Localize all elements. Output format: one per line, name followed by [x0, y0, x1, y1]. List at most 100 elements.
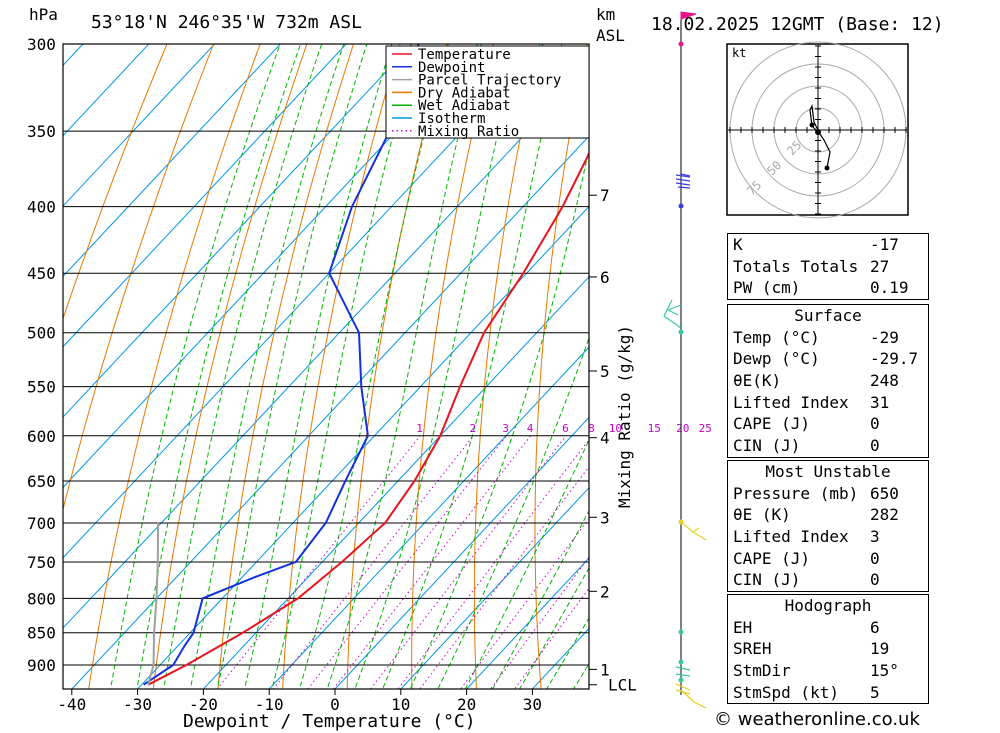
mixing-ratio-label: 4 [527, 422, 534, 435]
isotherm-line [268, 346, 589, 689]
plot-frame [62, 43, 590, 690]
wind-barb [692, 527, 700, 533]
most-unstable-label: CAPE (J) [733, 548, 811, 568]
hodograph-row: StmDir 15° [728, 660, 928, 682]
dry-adiabat-line [473, 44, 541, 689]
surface-value: -29 [870, 327, 899, 347]
mixing-ratio-line [369, 435, 567, 689]
mixing-ratio-label: 8 [588, 422, 595, 435]
surface-label: θE(K) [733, 371, 782, 391]
temperature-line [147, 151, 589, 686]
pressure-tick-label: 450 [27, 264, 56, 283]
surface-label: CAPE (J) [733, 414, 811, 434]
wind-barb [667, 309, 679, 316]
km-tick-label: 6 [600, 268, 610, 287]
most-unstable-row: CIN (J) 0 [728, 569, 928, 591]
x-axis-label: Dewpoint / Temperature (°C) [183, 711, 476, 732]
most-unstable-label: CIN (J) [733, 570, 801, 590]
location-title: 53°18'N 246°35'W 732m ASL [91, 12, 362, 33]
hodograph-title: Hodograph [784, 596, 872, 615]
wet-adiabat-line [437, 336, 589, 689]
index-value: 0.19 [870, 278, 909, 298]
isotherm-line [63, 44, 216, 207]
wind-barb [680, 521, 694, 533]
wind-barb [663, 315, 682, 329]
most-unstable-row: CAPE (J) 0 [728, 548, 928, 570]
surface-value: 248 [870, 371, 899, 391]
surface-row: CAPE (J) 0 [728, 413, 928, 435]
sounding-series [143, 44, 589, 686]
mixing-ratio-label: 20 [676, 422, 689, 435]
pressure-tick-label: 650 [27, 472, 56, 491]
legend-label: Dry Adiabat [418, 85, 511, 101]
hodograph-row: EH 6 [728, 617, 928, 639]
wind-profile [663, 11, 707, 709]
index-value: -17 [870, 235, 899, 254]
hodograph-point [809, 122, 815, 128]
index-row: K -17 [728, 234, 928, 256]
dewpoint-line [143, 44, 420, 686]
index-row: PW (cm) 0.19 [728, 277, 928, 299]
wind-flag [680, 11, 697, 20]
hodograph-row: StmSpd (kt) 5 [728, 682, 928, 704]
wet-adiabat-line [326, 44, 482, 689]
hodograph-storm-point [815, 129, 821, 135]
wind-barb [675, 182, 691, 186]
hodograph-value: 5 [870, 682, 880, 702]
legend-label: Isotherm [418, 111, 485, 127]
wind-level-dot [678, 41, 684, 47]
mixing-ratio-line [514, 587, 589, 689]
pressure-unit-label: hPa [29, 5, 58, 24]
legend-box [385, 45, 590, 139]
pressure-tick-label: 400 [27, 198, 56, 217]
index-row: Totals Totals 27 [728, 256, 928, 278]
pressure-tick-label: 900 [27, 656, 56, 675]
x-tick-label: 10 [391, 695, 410, 714]
hodograph-label: StmSpd (kt) [733, 682, 839, 702]
pressure-tick-label: 500 [27, 324, 56, 343]
x-tick-label: -10 [255, 695, 284, 714]
x-tick-label: 20 [457, 695, 476, 714]
datetime-title: 18.02.2025 12GMT (Base: 12) [651, 14, 944, 35]
surface-label: CIN (J) [733, 436, 801, 456]
surface-title: Surface [794, 306, 862, 325]
surface-row: Lifted Index 31 [728, 392, 928, 414]
legend-label: Wet Adiabat [418, 98, 511, 114]
isotherm-line [400, 487, 589, 689]
hodograph-trace [809, 103, 831, 169]
most-unstable-value: 650 [870, 483, 899, 503]
legend-label: Parcel Trajectory [418, 73, 561, 89]
mixing-ratio-label: 10 [609, 422, 622, 435]
wet-adiabat-line [491, 509, 589, 689]
pressure-tick-labels: 300 350 400 450 500 550 600 650 700 750 800 850 900 [27, 35, 56, 675]
mixing-ratio-line [307, 435, 507, 689]
most-unstable-value: 0 [870, 548, 880, 568]
dry-adiabat-lines [63, 5, 1000, 702]
wind-barb [663, 299, 673, 317]
wet-adiabat-line [519, 566, 589, 689]
most-unstable-title: Most Unstable [765, 462, 891, 481]
pressure-tick-label: 300 [27, 35, 56, 54]
surface-label: Dewp (°C) [733, 349, 820, 369]
hodograph-point [824, 165, 830, 171]
hodograph-value: 6 [870, 617, 880, 637]
pressure-tick-label: 700 [27, 514, 56, 533]
pressure-tick-label: 600 [27, 427, 56, 446]
surface-label: Lifted Index [733, 392, 849, 412]
dry-adiabat-line [152, 44, 308, 689]
mixing-ratio-labels: 1 2 3 4 6 8 10 15 20 25 [416, 422, 712, 435]
index-label: K [733, 235, 743, 254]
wind-level-dot [678, 203, 684, 209]
surface-label: Temp (°C) [733, 327, 820, 347]
wind-barb [692, 531, 707, 541]
wet-adiabat-line [546, 617, 589, 689]
wind-barb [680, 173, 691, 177]
wind-barb [675, 689, 691, 695]
mixing-ratio-line [397, 439, 589, 689]
mixing-ratio-axis-label: Mixing Ratio (g/kg) [615, 325, 634, 508]
surface-row: CIN (J) 0 [728, 435, 928, 457]
most-unstable-value: 0 [870, 570, 880, 590]
dry-adiabat-line [960, 5, 1000, 702]
